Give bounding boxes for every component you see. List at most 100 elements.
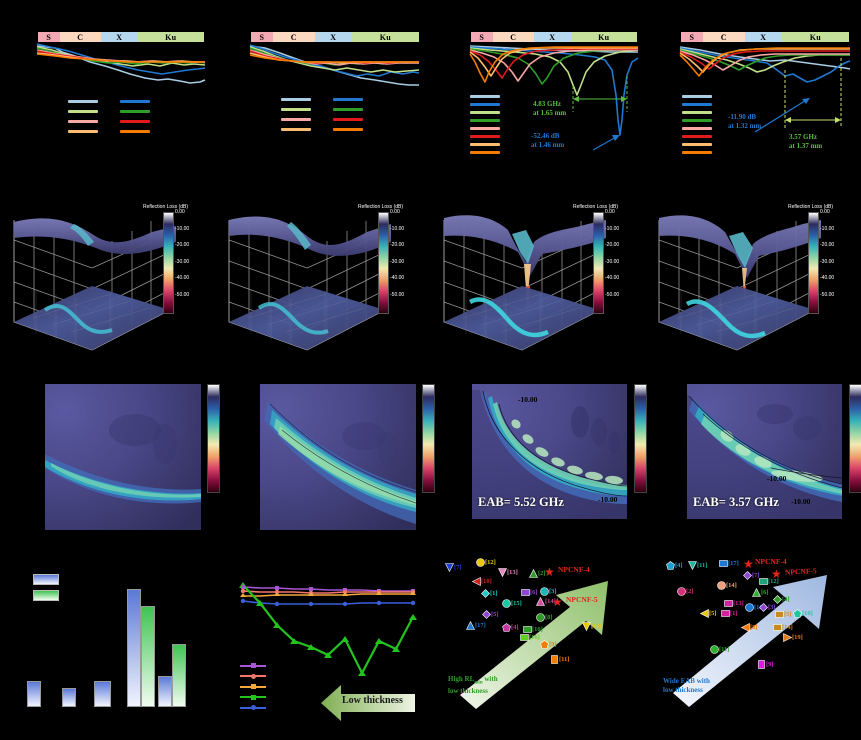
scatter-point-ref: [12]	[768, 578, 779, 585]
legend-swatch-6	[682, 135, 712, 138]
scatter-point	[724, 599, 733, 610]
legend-swatch-6	[470, 135, 500, 138]
floor-projection	[229, 286, 385, 350]
scatter-arrow-o	[460, 581, 608, 709]
scatter-point-ref: [10]	[802, 610, 813, 617]
panel-surface-e: Reflection Loss (dB) 0.00 -10.00 -20.00 …	[0, 190, 215, 370]
line-legend-row-4	[240, 694, 266, 700]
legend-swatch-1	[470, 95, 500, 98]
scatter-point-ref: [11]	[697, 562, 708, 569]
legend-swatch-6	[120, 120, 150, 123]
scatter-point-ref: [6]	[530, 589, 538, 596]
legend-swatch-4	[470, 119, 500, 122]
colorbar-h	[808, 212, 819, 314]
legend-swatch-1	[68, 100, 98, 103]
scatter-point-ref: [1]	[490, 590, 498, 597]
legend-swatch-3	[281, 108, 311, 111]
eab-label-l: EAB= 3.57 GHz	[693, 495, 779, 509]
scatter-point-ref: [11]	[719, 646, 730, 653]
panel-contour-j	[215, 370, 435, 535]
frequency-band-bar: S C X Ku	[37, 31, 205, 43]
legend-swatch-8	[120, 130, 150, 133]
scatter-points-o: [7] [12] [13] [18] [1] [2] [3] [6] [14] [15] [5] [8…	[430, 555, 645, 735]
scatter-point	[540, 587, 549, 598]
scatter-point-ref: [5]	[784, 611, 792, 618]
scatter-point-ref: [13]	[507, 569, 518, 576]
scatter-point	[502, 623, 511, 634]
line-markers-other	[240, 585, 416, 607]
scatter-point	[523, 625, 532, 636]
scatter-point	[540, 640, 549, 651]
bar-g5-green	[172, 644, 186, 707]
line-chart-n	[239, 582, 417, 721]
legend-swatch-2	[470, 103, 500, 106]
eab-label-k: EAB= 5.52 GHz	[478, 495, 564, 509]
scatter-point	[666, 561, 675, 572]
surface-mesh	[229, 216, 391, 256]
panel-contour-k: -10.00 -10.00 EAB= 5.52 GHz	[430, 370, 647, 535]
legend-swatch-3	[470, 111, 500, 114]
legend-swatch-7	[281, 128, 311, 131]
scatter-point-ref: [4]	[511, 624, 519, 631]
contour-label-lower: -10.00	[791, 497, 811, 506]
legend-swatch-2	[120, 100, 150, 103]
floor-projection	[14, 286, 170, 350]
band-label-x: X	[744, 32, 782, 42]
scatter-point-ref: [9]	[549, 641, 557, 648]
band-label-x: X	[101, 32, 138, 42]
scatter-point-ref: [8]	[750, 624, 758, 631]
bar-g1-blue	[27, 681, 41, 707]
bar-g3-blue	[94, 681, 111, 707]
scatter-point	[717, 581, 726, 592]
band-label-c: C	[492, 32, 535, 42]
scatter-point	[688, 561, 697, 572]
bar-g2-blue	[62, 688, 76, 707]
scatter-point-ref: [10]	[532, 626, 543, 633]
colorbar-title: Reflection Loss (dB)	[573, 204, 619, 210]
scatter-point-ref: [6]	[761, 589, 769, 596]
colorbar-title: Reflection Loss (dB)	[788, 204, 834, 210]
panel-rl-d: S C X Ku	[645, 0, 860, 185]
legend-swatch-1	[281, 98, 311, 101]
panel-surface-g: Reflection Loss (dB) 0.00 -10.00 -20.00 …	[430, 190, 645, 370]
scatter-point-ref: [5]	[709, 610, 717, 617]
rl-curves-a	[36, 43, 206, 84]
scatter-point	[793, 609, 802, 620]
bar-plot-area	[10, 575, 215, 707]
scatter-point-ref: [14]	[726, 582, 737, 589]
rl-legend-b	[281, 98, 363, 131]
scatter-point	[759, 577, 768, 588]
scatter-point	[482, 610, 491, 621]
scatter-point	[481, 589, 490, 600]
panel-line-n: Low thickness	[215, 555, 430, 735]
legend-swatch-3	[682, 111, 712, 114]
rl-curves-c	[469, 45, 639, 151]
contour-map-j	[260, 384, 416, 530]
scatter-point	[752, 587, 761, 599]
scatter-point	[502, 599, 511, 610]
contour-label-upper: -10.00	[767, 474, 787, 483]
line-legend-row-3	[240, 684, 266, 689]
scatter-point-ref: [17]	[475, 622, 486, 629]
surface-3d-e	[13, 212, 176, 351]
scatter-point	[775, 610, 784, 621]
scatter-arrow-p	[673, 575, 827, 707]
scatter-point	[710, 645, 719, 656]
highlight-npcnf4-o: NPCNF-4	[558, 565, 590, 574]
scatter-point	[471, 577, 481, 588]
low-thickness-arrow	[321, 685, 415, 721]
highlight-npcnf4-p: NPCNF-4	[755, 557, 787, 566]
scatter-point	[677, 587, 686, 598]
scatter-point	[743, 571, 752, 582]
surface-3d-h	[658, 212, 821, 351]
surface-3d-g	[443, 212, 606, 351]
panel-rl-b: S C X Ku	[215, 0, 430, 185]
legend-swatch-8	[682, 151, 712, 154]
scatter-point	[536, 596, 545, 608]
scatter-point	[719, 559, 728, 570]
frequency-band-bar: S C X Ku	[250, 31, 420, 43]
contour-map-k	[472, 384, 627, 519]
panel-bar-m	[0, 555, 215, 735]
band-label-x: X	[534, 32, 571, 42]
